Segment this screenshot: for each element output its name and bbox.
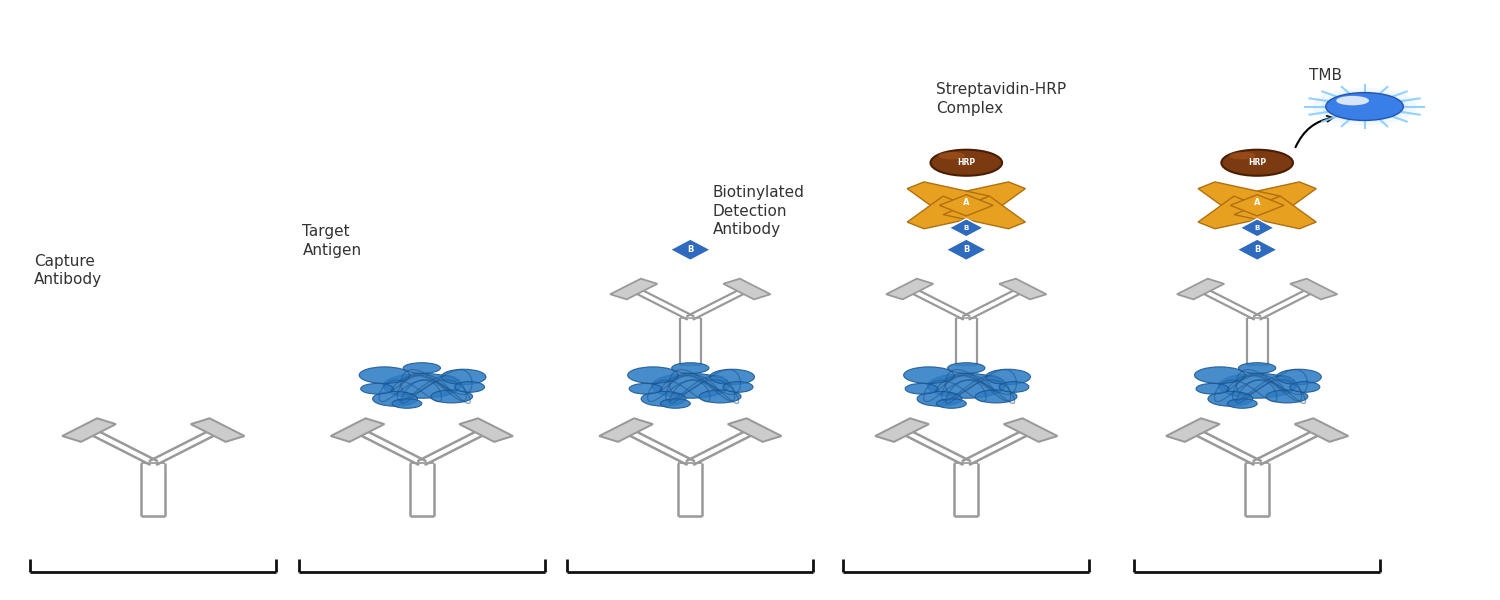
Ellipse shape: [640, 391, 686, 406]
Ellipse shape: [360, 383, 393, 394]
Text: Streptavidin-HRP
Complex: Streptavidin-HRP Complex: [936, 82, 1066, 116]
Polygon shape: [1166, 418, 1219, 442]
Polygon shape: [944, 182, 1026, 215]
Ellipse shape: [1322, 91, 1408, 122]
Ellipse shape: [1218, 373, 1296, 398]
Polygon shape: [946, 239, 987, 260]
Ellipse shape: [392, 399, 422, 408]
Polygon shape: [330, 418, 384, 442]
Text: TMB: TMB: [1310, 68, 1342, 83]
Polygon shape: [908, 182, 990, 215]
Polygon shape: [886, 278, 933, 299]
Ellipse shape: [903, 367, 954, 383]
Polygon shape: [1178, 278, 1224, 299]
Polygon shape: [1234, 182, 1316, 215]
Polygon shape: [670, 239, 711, 260]
Polygon shape: [1240, 219, 1275, 237]
Text: Target
Antigen: Target Antigen: [303, 224, 362, 257]
Ellipse shape: [454, 382, 484, 392]
Ellipse shape: [1276, 369, 1322, 385]
Ellipse shape: [430, 390, 472, 403]
Ellipse shape: [1227, 399, 1257, 408]
Text: Biotinylated
Detection
Antibody: Biotinylated Detection Antibody: [712, 185, 804, 238]
Ellipse shape: [1290, 382, 1320, 392]
Polygon shape: [944, 196, 1026, 229]
Ellipse shape: [672, 363, 710, 373]
Ellipse shape: [975, 390, 1017, 403]
Polygon shape: [1238, 239, 1278, 260]
Polygon shape: [1234, 196, 1316, 229]
Ellipse shape: [999, 382, 1029, 392]
Ellipse shape: [710, 369, 754, 385]
Text: HRP: HRP: [1248, 158, 1266, 167]
Polygon shape: [598, 418, 652, 442]
Polygon shape: [190, 418, 244, 442]
Polygon shape: [610, 278, 657, 299]
Ellipse shape: [404, 363, 441, 373]
Polygon shape: [999, 278, 1047, 299]
Text: B: B: [687, 245, 693, 254]
Text: B: B: [1254, 245, 1260, 254]
Polygon shape: [1198, 196, 1281, 229]
Ellipse shape: [1221, 150, 1293, 176]
Ellipse shape: [1326, 92, 1404, 121]
Text: B: B: [963, 225, 969, 231]
Text: HRP: HRP: [957, 158, 975, 167]
Ellipse shape: [927, 373, 1005, 398]
Ellipse shape: [916, 391, 962, 406]
Ellipse shape: [1329, 94, 1401, 119]
Ellipse shape: [1312, 88, 1418, 125]
Ellipse shape: [936, 399, 966, 408]
Polygon shape: [1290, 278, 1338, 299]
Text: Capture
Antibody: Capture Antibody: [34, 254, 102, 287]
Polygon shape: [939, 194, 993, 216]
Ellipse shape: [1266, 390, 1308, 403]
Ellipse shape: [986, 369, 1030, 385]
Polygon shape: [1004, 418, 1058, 442]
Ellipse shape: [651, 373, 729, 398]
Polygon shape: [459, 418, 513, 442]
Ellipse shape: [627, 367, 678, 383]
Polygon shape: [728, 418, 782, 442]
Ellipse shape: [723, 382, 753, 392]
Ellipse shape: [938, 152, 964, 160]
Ellipse shape: [930, 150, 1002, 176]
Text: A: A: [963, 198, 969, 207]
Ellipse shape: [660, 399, 690, 408]
Polygon shape: [723, 278, 771, 299]
Polygon shape: [62, 418, 116, 442]
Ellipse shape: [372, 391, 417, 406]
Polygon shape: [908, 196, 990, 229]
Ellipse shape: [699, 390, 741, 403]
Ellipse shape: [1336, 96, 1370, 106]
Ellipse shape: [1196, 383, 1228, 394]
Polygon shape: [874, 418, 928, 442]
Polygon shape: [1198, 182, 1281, 215]
Ellipse shape: [441, 369, 486, 385]
Text: B: B: [1254, 225, 1260, 231]
Ellipse shape: [1239, 363, 1276, 373]
Ellipse shape: [628, 383, 662, 394]
Polygon shape: [950, 219, 984, 237]
Ellipse shape: [1208, 391, 1252, 406]
Ellipse shape: [358, 367, 410, 383]
Text: A: A: [1254, 198, 1260, 207]
Ellipse shape: [904, 383, 938, 394]
Text: B: B: [963, 245, 969, 254]
Polygon shape: [1230, 194, 1284, 216]
Ellipse shape: [948, 363, 986, 373]
Polygon shape: [1294, 418, 1348, 442]
Ellipse shape: [1194, 367, 1245, 383]
Ellipse shape: [1228, 152, 1256, 160]
Ellipse shape: [382, 373, 460, 398]
